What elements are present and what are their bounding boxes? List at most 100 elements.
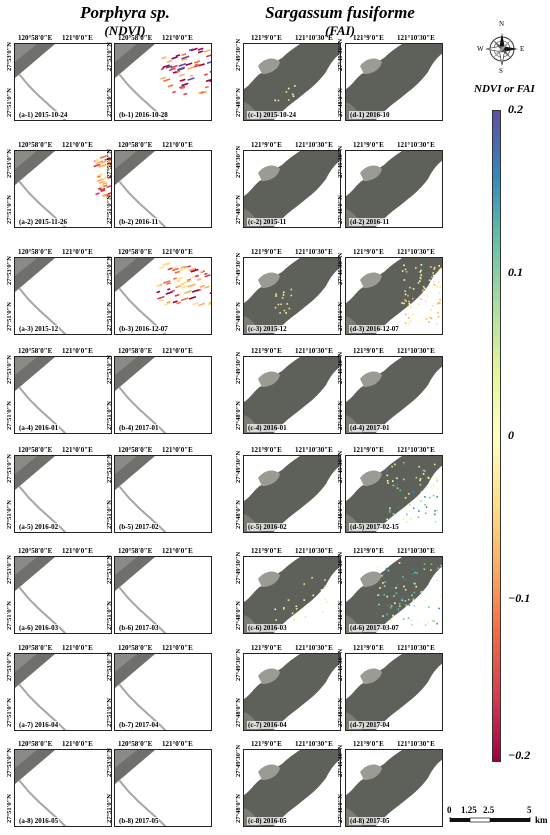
vegetation-pixel	[428, 606, 430, 608]
scale-tick-3: 5	[527, 805, 532, 815]
vegetation-pixel	[387, 482, 389, 484]
vegetation-pixel	[161, 56, 166, 59]
vegetation-pixel	[175, 294, 180, 297]
vegetation-pixel	[414, 592, 416, 594]
x-tick-label: 121°9′0″E	[251, 248, 282, 256]
vegetation-pixel	[292, 613, 294, 615]
y-tick-label: 27°53′0″N	[6, 149, 13, 178]
vegetation-pixel	[414, 572, 416, 574]
x-tick-label: 120°58′0″E	[118, 141, 152, 149]
vegetation-pixel	[403, 479, 405, 481]
vegetation-pixel	[206, 54, 212, 58]
vegetation-pixel	[424, 568, 426, 570]
vegetation-pixel	[403, 518, 405, 520]
map-image	[346, 44, 443, 121]
vegetation-pixel	[181, 83, 188, 87]
vegetation-pixel	[433, 275, 435, 277]
map-panel-c-1: (c-1) 2015-10-24	[243, 43, 341, 121]
map-image	[244, 357, 341, 434]
vegetation-pixel	[438, 316, 440, 318]
map-panel-a-3: (a-3) 2015-12	[14, 257, 112, 335]
vegetation-pixel	[194, 60, 200, 63]
vegetation-pixel	[403, 618, 405, 620]
vegetation-pixel	[433, 620, 435, 622]
y-tick-label: 27°53′0″N	[106, 42, 113, 71]
vegetation-pixel	[399, 562, 401, 564]
vegetation-pixel	[436, 478, 438, 480]
y-tick-label: 27°48′0″N	[235, 698, 242, 727]
x-tick-label: 121°10′30″E	[295, 141, 333, 149]
vegetation-pixel	[416, 497, 418, 499]
vegetation-pixel	[289, 308, 291, 310]
vegetation-pixel	[391, 605, 393, 607]
vegetation-pixel	[406, 521, 408, 523]
vegetation-pixel	[394, 602, 396, 604]
vegetation-pixel	[384, 585, 386, 587]
island-land	[244, 357, 341, 434]
vegetation-pixel	[424, 563, 426, 565]
vegetation-pixel	[381, 575, 383, 577]
island-land	[244, 456, 341, 533]
vegetation-pixel	[433, 268, 435, 270]
panel-label: (c-5) 2016-02	[247, 523, 288, 531]
y-tick-label: 27°51′0″N	[106, 401, 113, 430]
vegetation-pixel	[210, 70, 213, 73]
map-image	[15, 750, 112, 827]
x-tick-label: 121°10′30″E	[397, 547, 435, 555]
vegetation-pixel	[439, 315, 441, 317]
vegetation-pixel	[283, 292, 285, 294]
vegetation-pixel	[433, 495, 435, 497]
map-image	[115, 258, 212, 335]
panel-label: (c-4) 2016-01	[247, 424, 288, 432]
x-tick-label: 121°0′0″E	[162, 446, 193, 454]
vegetation-pixel	[419, 280, 421, 282]
vegetation-pixel	[180, 79, 186, 82]
vegetation-pixel	[377, 566, 379, 568]
vegetation-pixel	[383, 594, 385, 596]
vegetation-pixel	[198, 50, 203, 53]
vegetation-pixel	[159, 299, 164, 302]
vegetation-pixel	[408, 617, 410, 619]
x-tick-label: 120°58′0″E	[18, 34, 52, 42]
vegetation-pixel	[293, 95, 295, 97]
map-image	[15, 357, 112, 434]
y-tick-label: 27°51′0″N	[6, 601, 13, 630]
vegetation-pixel	[421, 264, 423, 266]
vegetation-pixel	[427, 295, 429, 297]
vegetation-pixel	[408, 301, 410, 303]
vegetation-pixel	[420, 591, 422, 593]
vegetation-pixel	[437, 312, 439, 314]
map-panel-c-8: (c-8) 2016-05	[243, 749, 341, 827]
vegetation-pixel	[181, 285, 188, 289]
y-tick-label: 27°51′0″N	[106, 601, 113, 630]
map-image	[115, 750, 212, 827]
panel-label: (d-6) 2017-03-07	[349, 624, 400, 632]
y-tick-label: 27°48′0″N	[235, 302, 242, 331]
x-tick-label: 121°0′0″E	[62, 141, 93, 149]
vegetation-pixel	[431, 277, 433, 279]
island-land	[346, 151, 443, 228]
colorbar-tick-label: 0	[508, 428, 514, 443]
y-tick-label: 27°48′0″N	[235, 195, 242, 224]
map-image	[244, 456, 341, 533]
vegetation-pixel	[440, 311, 442, 313]
vegetation-pixel	[413, 315, 415, 317]
y-tick-label: 27°49′30″N	[235, 253, 242, 285]
vegetation-pixel	[440, 565, 442, 567]
y-tick-label: 27°51′0″N	[6, 401, 13, 430]
panel-label: (a-8) 2016-05	[18, 817, 59, 825]
y-tick-label: 27°49′30″N	[337, 745, 344, 777]
map-panel-d-3: (d-3) 2016-12-07	[345, 257, 443, 335]
map-image	[115, 151, 212, 228]
compass-e: E	[520, 45, 524, 53]
map-panel-a-5: (a-5) 2016-02	[14, 455, 112, 533]
vegetation-pixel	[383, 574, 385, 576]
vegetation-pixel	[425, 512, 427, 514]
vegetation-pixel	[386, 470, 388, 472]
vegetation-pixel	[378, 604, 380, 606]
vegetation-pixel	[178, 277, 183, 280]
map-image	[346, 258, 443, 335]
x-tick-label: 121°0′0″E	[162, 141, 193, 149]
vegetation-pixel	[430, 569, 432, 571]
